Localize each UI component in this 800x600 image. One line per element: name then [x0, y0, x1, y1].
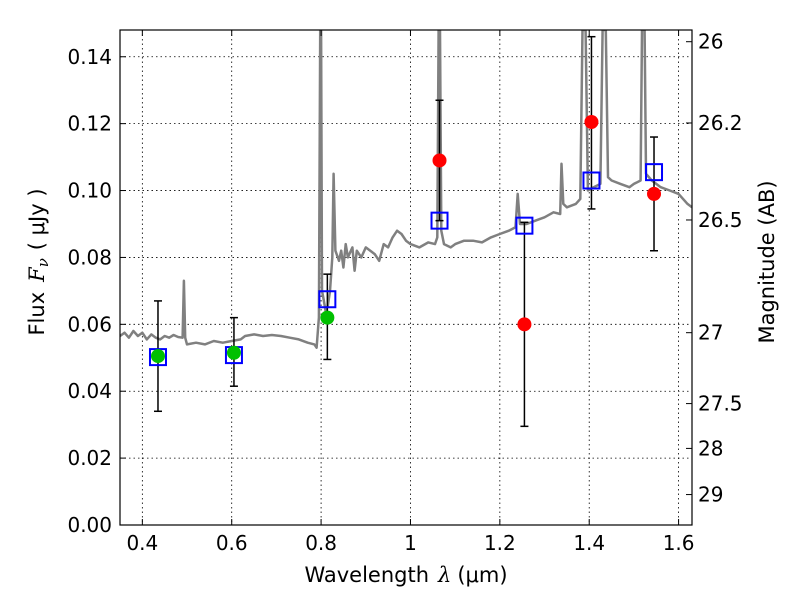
- x-axis-unit: (μm): [457, 563, 507, 587]
- y-axis-label: Flux Fν ( μJy ): [25, 188, 52, 335]
- model-square-marker: [430, 211, 449, 230]
- red-data-point: [432, 153, 447, 168]
- y-tick-label: 0.06: [67, 312, 112, 336]
- green-data-point: [226, 345, 241, 360]
- y-axis-unit: ( μJy ): [25, 188, 49, 250]
- right-tick-label: 26: [698, 30, 723, 54]
- x-axis-label: Wavelength λ (μm): [304, 563, 507, 587]
- x-tick-label: 0.8: [305, 531, 337, 555]
- red-data-point: [584, 114, 599, 129]
- data-points: [148, 35, 664, 428]
- y-axis-symbol: F: [25, 266, 49, 283]
- y-tick-label: 0.02: [67, 446, 112, 470]
- right-tick-label: 29: [698, 483, 723, 507]
- spectrum-layer: [120, 30, 692, 349]
- y-tick-label: 0.00: [67, 513, 112, 537]
- x-tick-label: 1.2: [484, 531, 516, 555]
- x-axis-symbol: λ: [437, 563, 451, 587]
- red-data-point: [517, 317, 532, 332]
- model-square-marker: [645, 163, 664, 182]
- spectrum-line: [120, 30, 692, 349]
- axis-ticks: 0.4 0.6 0.8 1 1.2 1.4 1.6 0.00 0.02 0.04 0.06 0.08 0…: [67, 30, 742, 555]
- model-square-marker: [318, 290, 337, 309]
- x-tick-label: 0.6: [216, 531, 248, 555]
- model-square-marker: [582, 171, 601, 190]
- y-tick-label: 0.10: [67, 179, 112, 203]
- x-axis-label-main: Wavelength: [304, 563, 429, 587]
- plot-frame: [119, 29, 693, 526]
- y-axis-subscript: ν: [34, 258, 52, 267]
- plot-area: [120, 30, 692, 525]
- x-tick-label: 1.4: [573, 531, 605, 555]
- green-data-point: [320, 310, 335, 325]
- right-axis-label: Magnitude (AB): [755, 180, 779, 343]
- y-axis-label-main: Flux: [25, 292, 49, 336]
- y-tick-label: 0.08: [67, 245, 112, 269]
- y-tick-label: 0.14: [67, 45, 112, 69]
- right-tick-label: 28: [698, 436, 723, 460]
- right-tick-label: 26.5: [698, 208, 743, 232]
- green-data-point: [150, 349, 165, 364]
- y-tick-label: 0.04: [67, 379, 112, 403]
- right-tick-label: 26.2: [698, 111, 743, 135]
- x-tick-label: 0.4: [126, 531, 158, 555]
- red-data-point: [647, 186, 662, 201]
- right-tick-label: 27: [698, 321, 723, 345]
- y-tick-label: 0.12: [67, 112, 112, 136]
- model-square-marker: [515, 216, 534, 235]
- x-tick-label: 1: [404, 531, 417, 555]
- right-tick-label: 27.5: [698, 392, 743, 416]
- x-tick-label: 1.6: [663, 531, 695, 555]
